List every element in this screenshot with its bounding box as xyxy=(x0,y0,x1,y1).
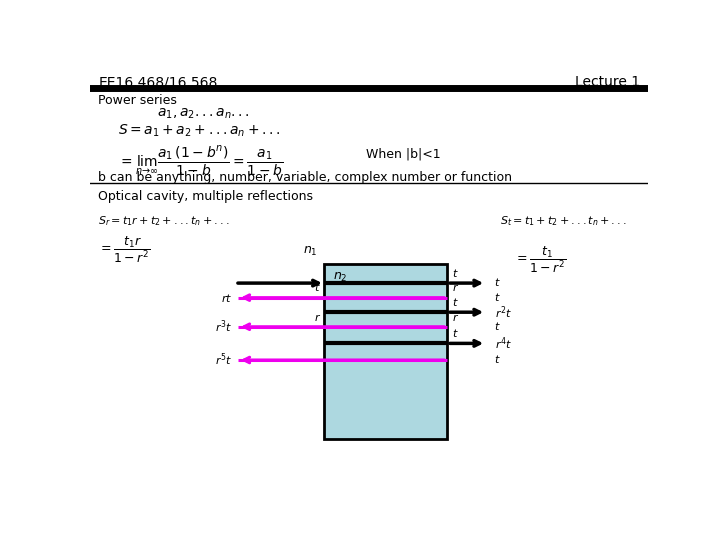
Text: t: t xyxy=(453,298,457,308)
Text: $n_2$: $n_2$ xyxy=(333,271,347,284)
Text: $r^3t$: $r^3t$ xyxy=(215,319,233,335)
Text: $S_t = t_1 + t_2 + ...t_n + ...$: $S_t = t_1 + t_2 + ...t_n + ...$ xyxy=(500,214,627,228)
Text: Lecture 1: Lecture 1 xyxy=(575,75,639,89)
Text: $S = a_1 + a_2 + ...a_n + ...$: $S = a_1 + a_2 + ...a_n + ...$ xyxy=(118,122,281,139)
Text: Power series: Power series xyxy=(99,94,177,107)
Text: Optical cavity, multiple reflections: Optical cavity, multiple reflections xyxy=(99,190,313,202)
Text: $= \lim_{n \to \infty} \dfrac{a_1(1-b^n)}{1-b} = \dfrac{a_1}{1-b}$: $= \lim_{n \to \infty} \dfrac{a_1(1-b^n)… xyxy=(118,144,283,178)
Text: $r^2t$: $r^2t$ xyxy=(495,304,512,321)
Text: When |b|<1: When |b|<1 xyxy=(366,148,441,161)
Text: t: t xyxy=(495,322,499,332)
Text: r: r xyxy=(453,313,457,322)
Text: t: t xyxy=(315,284,319,294)
Text: r: r xyxy=(453,284,457,294)
Text: $a_1, a_2...a_n...$: $a_1, a_2...a_n...$ xyxy=(157,106,250,121)
Text: EE16.468/16.568: EE16.468/16.568 xyxy=(99,75,217,89)
Text: t: t xyxy=(495,278,499,288)
Text: $rt$: $rt$ xyxy=(221,292,233,303)
Text: b can be anything, number, variable, complex number or function: b can be anything, number, variable, com… xyxy=(99,171,513,184)
Bar xyxy=(324,265,447,439)
Text: $r^5t$: $r^5t$ xyxy=(215,352,233,368)
Text: t: t xyxy=(495,355,499,365)
Text: $n_1$: $n_1$ xyxy=(303,245,318,258)
Text: $r^4t$: $r^4t$ xyxy=(495,335,512,352)
Text: t: t xyxy=(495,293,499,302)
Text: $= \dfrac{t_1 r}{1-r^2}$: $= \dfrac{t_1 r}{1-r^2}$ xyxy=(99,235,150,266)
Text: $S_r = t_1r + t_2 + ...t_n + ...$: $S_r = t_1r + t_2 + ...t_n + ...$ xyxy=(99,214,230,228)
Text: t: t xyxy=(453,269,457,279)
Text: $= \dfrac{t_1}{1-r^2}$: $= \dfrac{t_1}{1-r^2}$ xyxy=(514,245,567,275)
Text: t: t xyxy=(453,329,457,339)
Text: r: r xyxy=(314,313,319,322)
